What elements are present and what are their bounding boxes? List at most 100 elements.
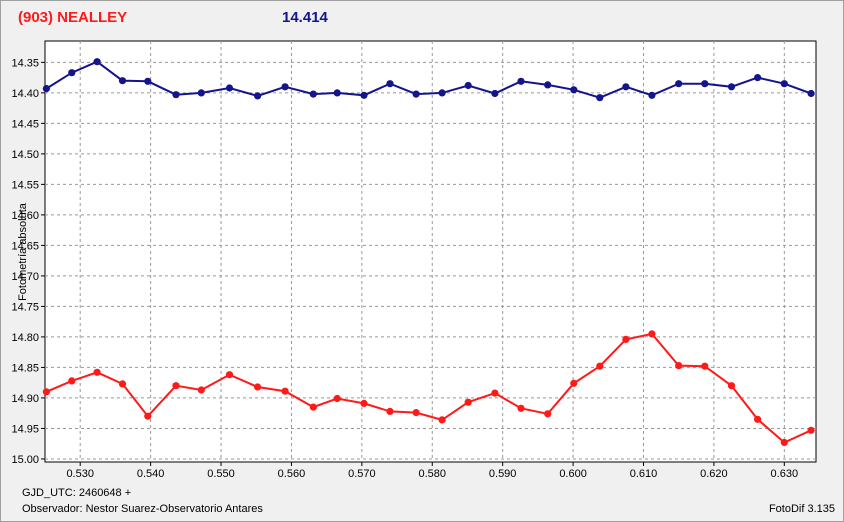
data-point-bottom bbox=[144, 412, 152, 420]
series-line-bottom bbox=[46, 332, 812, 444]
data-point-top bbox=[93, 58, 101, 66]
x-tick-label: 0.530 bbox=[66, 468, 94, 480]
object-title: (903) NEALLEY bbox=[18, 9, 128, 26]
data-point-top bbox=[254, 92, 262, 100]
data-point-top bbox=[360, 91, 368, 99]
data-point-bottom bbox=[517, 404, 525, 412]
y-tick-label: 14.50 bbox=[11, 149, 39, 161]
data-point-bottom bbox=[254, 383, 262, 391]
data-point-bottom bbox=[118, 380, 127, 388]
x-tick-label: 0.600 bbox=[559, 468, 587, 480]
data-point-top bbox=[780, 80, 788, 88]
data-point-top bbox=[412, 90, 420, 98]
data-point-top bbox=[701, 80, 709, 88]
x-axis-ticks: 0.530 0.540 0.550 0.560 0.570 0.580 0.590 0.600… bbox=[66, 462, 798, 480]
data-point-bottom bbox=[754, 415, 762, 423]
data-point-top bbox=[68, 69, 76, 77]
data-point-bottom bbox=[412, 409, 420, 417]
gjd-label: GJD_UTC: 2460648 + bbox=[22, 487, 132, 499]
data-point-bottom bbox=[622, 335, 630, 343]
data-point-top bbox=[491, 89, 499, 98]
data-point-bottom bbox=[360, 399, 368, 407]
x-tick-label: 0.630 bbox=[771, 468, 799, 480]
data-point-top bbox=[464, 81, 472, 90]
data-point-bottom bbox=[42, 388, 51, 396]
y-tick-label: 14.75 bbox=[11, 301, 39, 313]
x-tick-label: 0.610 bbox=[630, 468, 658, 480]
data-point-top bbox=[118, 77, 127, 85]
data-point-bottom bbox=[570, 379, 578, 387]
data-point-bottom bbox=[648, 330, 656, 338]
data-point-top bbox=[172, 91, 180, 99]
data-point-top bbox=[42, 85, 51, 93]
y-tick-label: 14.85 bbox=[11, 362, 39, 374]
x-gridlines bbox=[79, 41, 785, 462]
data-point-top bbox=[281, 83, 289, 91]
y-tick-label: 14.55 bbox=[11, 179, 39, 191]
data-point-bottom bbox=[544, 410, 552, 418]
data-point-top bbox=[333, 89, 341, 97]
data-point-top bbox=[807, 89, 815, 98]
data-point-bottom bbox=[807, 426, 815, 434]
data-point-bottom bbox=[491, 389, 499, 397]
data-point-top bbox=[225, 84, 234, 92]
data-point-bottom bbox=[197, 386, 205, 394]
series-bottom bbox=[42, 330, 815, 447]
data-point-top bbox=[438, 89, 446, 97]
data-point-top bbox=[197, 89, 205, 97]
data-point-bottom bbox=[464, 398, 472, 406]
photometry-chart: 0.530 0.540 0.550 0.560 0.570 0.580 0.590 0.600… bbox=[11, 40, 817, 480]
data-point-bottom bbox=[386, 407, 394, 415]
data-point-bottom bbox=[596, 362, 604, 370]
data-point-top bbox=[144, 77, 152, 85]
y-tick-label: 14.60 bbox=[11, 210, 39, 222]
software-version: FotoDif 3.135 bbox=[768, 503, 835, 515]
y-tick-label: 14.95 bbox=[11, 423, 39, 435]
y-tick-label: 14.45 bbox=[11, 118, 39, 130]
series-group bbox=[42, 58, 815, 447]
data-point-bottom bbox=[675, 362, 683, 370]
data-point-bottom bbox=[333, 394, 341, 403]
y-tick-label: 15.00 bbox=[11, 454, 39, 466]
data-point-bottom bbox=[727, 382, 736, 390]
data-point-top bbox=[386, 80, 394, 88]
data-point-bottom bbox=[93, 368, 101, 376]
x-tick-label: 0.570 bbox=[348, 468, 376, 480]
y-tick-label: 14.35 bbox=[11, 57, 39, 69]
series-top bbox=[42, 58, 815, 102]
observer-label: Observador: Nestor Suarez-Observatorio A… bbox=[22, 503, 263, 515]
data-point-top bbox=[309, 90, 317, 98]
y-tick-label: 14.90 bbox=[11, 393, 39, 405]
y-tick-label: 14.70 bbox=[11, 271, 39, 283]
data-point-top bbox=[622, 83, 630, 91]
data-point-bottom bbox=[225, 371, 234, 379]
data-point-top bbox=[596, 94, 604, 102]
data-point-bottom bbox=[281, 387, 289, 395]
magnitude-value: 14.414 bbox=[282, 9, 328, 26]
x-tick-label: 0.560 bbox=[278, 468, 306, 480]
data-point-top bbox=[675, 80, 683, 88]
data-point-bottom bbox=[780, 438, 788, 447]
plot-area bbox=[44, 40, 817, 463]
data-point-top bbox=[570, 86, 578, 94]
series-line-top bbox=[45, 60, 812, 99]
data-point-bottom bbox=[68, 377, 76, 385]
y-axis-ticks: 14.35 14.40 14.45 14.50 14.55 14.60 14.65 14.70… bbox=[11, 57, 45, 466]
y-tick-label: 14.40 bbox=[11, 88, 39, 100]
data-point-bottom bbox=[438, 416, 446, 424]
data-point-top bbox=[648, 91, 656, 99]
x-tick-label: 0.580 bbox=[418, 468, 446, 480]
x-tick-label: 0.590 bbox=[489, 468, 517, 480]
data-point-bottom bbox=[172, 382, 180, 390]
data-point-top bbox=[727, 83, 736, 91]
x-tick-label: 0.620 bbox=[700, 468, 728, 480]
x-tick-label: 0.550 bbox=[207, 468, 235, 480]
y-axis-label: Fotometría absoluta bbox=[17, 202, 29, 301]
data-point-bottom bbox=[701, 362, 709, 370]
y-tick-label: 14.65 bbox=[11, 240, 39, 252]
data-point-top bbox=[517, 77, 525, 85]
data-point-top bbox=[544, 81, 552, 89]
y-tick-label: 14.80 bbox=[11, 332, 39, 344]
data-point-bottom bbox=[309, 403, 317, 411]
data-point-top bbox=[754, 74, 762, 82]
